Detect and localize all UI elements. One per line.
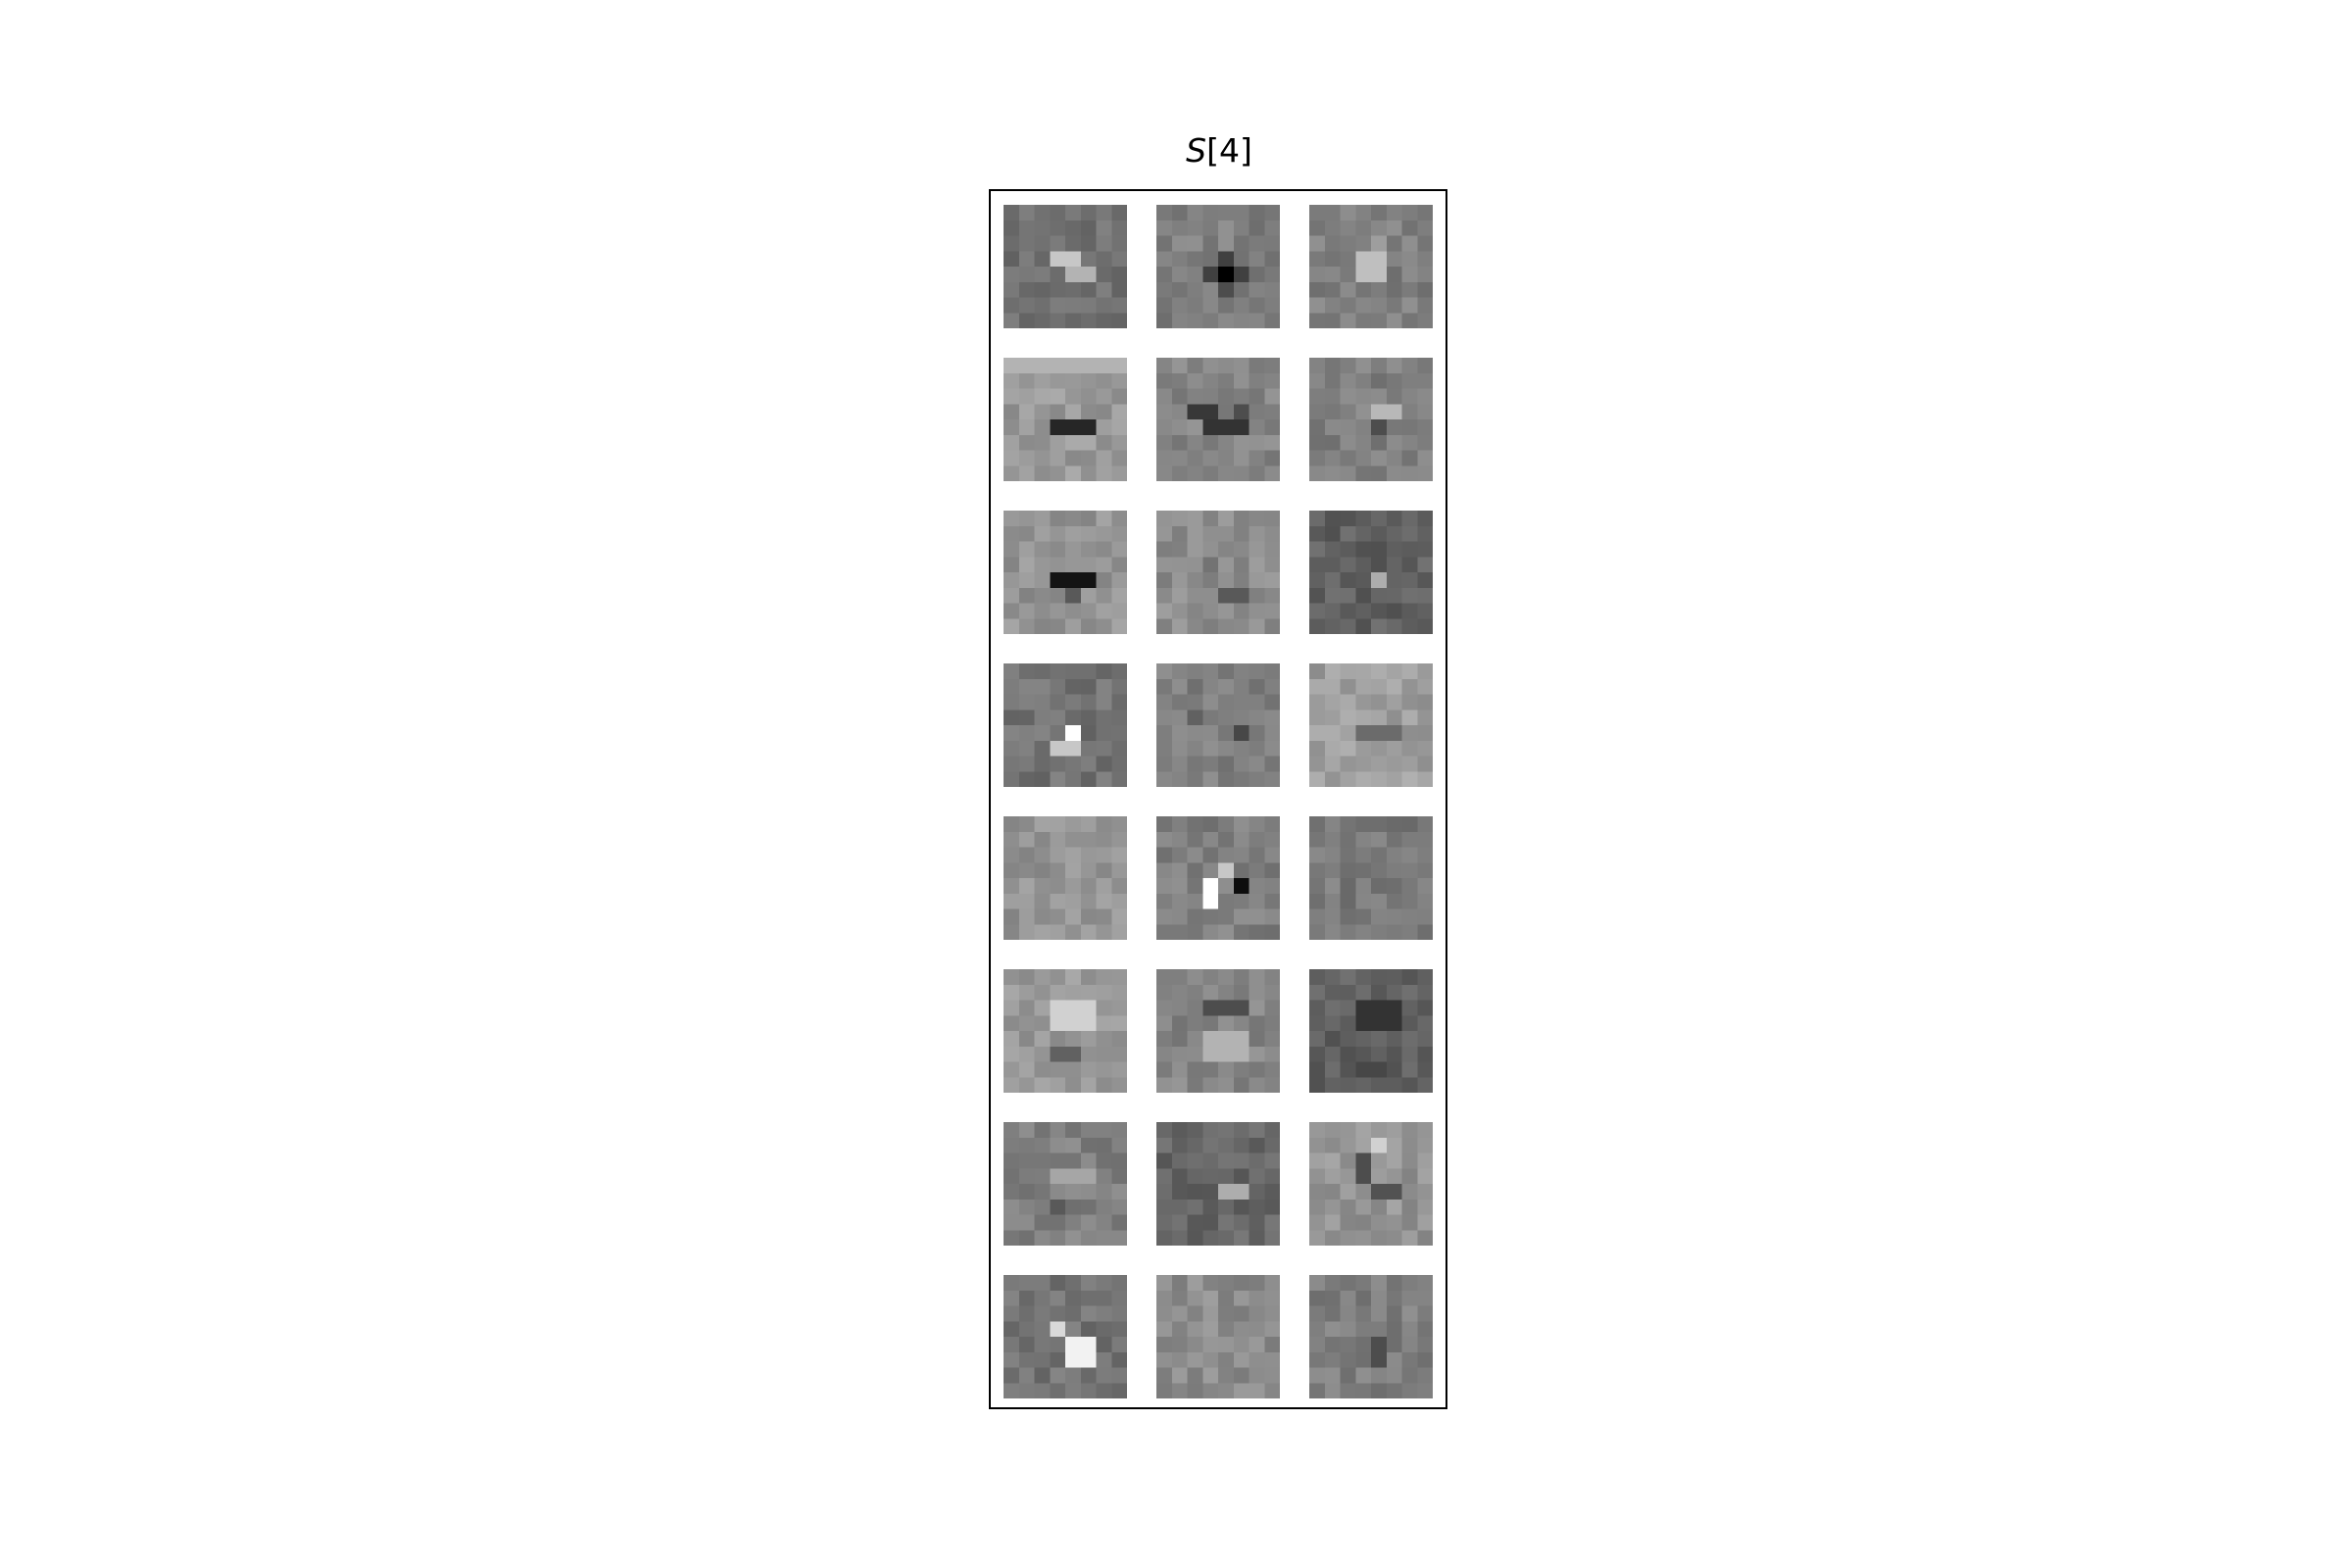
chart-title: S[4] — [989, 134, 1449, 167]
title-symbol: S — [1186, 131, 1207, 170]
heatmap-tile-r0-c2 — [1309, 205, 1433, 328]
tile-grid-frame — [989, 189, 1447, 1409]
heatmap-tile-r4-c1 — [1156, 816, 1280, 940]
heatmap-tile-r6-c1 — [1156, 1122, 1280, 1246]
heatmap-tile-r2-c0 — [1004, 511, 1127, 634]
heatmap-tile-r7-c0 — [1004, 1275, 1127, 1398]
heatmap-tile-r6-c2 — [1309, 1122, 1433, 1246]
heatmap-tile-r1-c0 — [1004, 358, 1127, 481]
title-index: [4] — [1206, 131, 1252, 170]
heatmap-tile-r4-c0 — [1004, 816, 1127, 940]
heatmap-tile-r1-c2 — [1309, 358, 1433, 481]
heatmap-tile-r7-c1 — [1156, 1275, 1280, 1398]
heatmap-tile-r2-c1 — [1156, 511, 1280, 634]
heatmap-tile-r3-c1 — [1156, 663, 1280, 787]
heatmap-tile-r3-c0 — [1004, 663, 1127, 787]
heatmap-tile-r0-c0 — [1004, 205, 1127, 328]
heatmap-tile-r3-c2 — [1309, 663, 1433, 787]
heatmap-tile-r7-c2 — [1309, 1275, 1433, 1398]
heatmap-tile-r5-c0 — [1004, 969, 1127, 1093]
heatmap-tile-r4-c2 — [1309, 816, 1433, 940]
heatmap-tile-r0-c1 — [1156, 205, 1280, 328]
heatmap-tile-r5-c1 — [1156, 969, 1280, 1093]
heatmap-tile-r1-c1 — [1156, 358, 1280, 481]
heatmap-tile-r2-c2 — [1309, 511, 1433, 634]
heatmap-tile-r5-c2 — [1309, 969, 1433, 1093]
heatmap-tile-r6-c0 — [1004, 1122, 1127, 1246]
